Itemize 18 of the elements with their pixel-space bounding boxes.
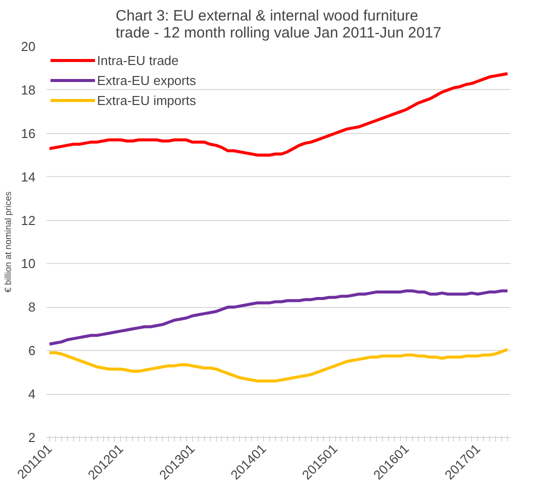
y-tick-label: 16 [21, 126, 36, 141]
y-tick-label: 20 [21, 39, 36, 54]
y-tick-label: 4 [28, 386, 36, 402]
legend-label: Extra-EU imports [97, 92, 196, 108]
line-series [48, 72, 510, 157]
chart-title: Chart 3: EU external & internal wood furniture trade - 12 month rolling value Jan 2011-Jun 2017 [116, 8, 442, 42]
line-series [48, 348, 510, 383]
y-tick-label: 2 [28, 430, 36, 445]
y-axis-title: € billion at nominal prices [3, 190, 14, 293]
y-tick-label: 10 [21, 256, 36, 272]
line-series [48, 289, 510, 346]
y-tick-label: 8 [28, 300, 36, 315]
y-tick-label: 12 [21, 212, 36, 228]
y-tick-label: 18 [21, 82, 36, 98]
y-tick-label: 6 [28, 343, 36, 358]
y-tick-label: 14 [21, 169, 36, 184]
legend-label: Intra-EU trade [97, 52, 179, 68]
legend-label: Extra-EU exports [97, 72, 196, 88]
